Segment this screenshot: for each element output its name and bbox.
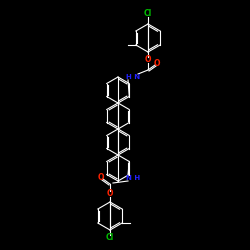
Text: Cl: Cl xyxy=(106,234,114,242)
Text: Cl: Cl xyxy=(144,10,152,18)
Text: N H: N H xyxy=(126,175,140,181)
Text: O: O xyxy=(98,172,104,182)
Text: O: O xyxy=(154,58,160,68)
Text: O: O xyxy=(145,56,151,64)
Text: O: O xyxy=(107,190,113,198)
Text: H N: H N xyxy=(126,74,140,80)
